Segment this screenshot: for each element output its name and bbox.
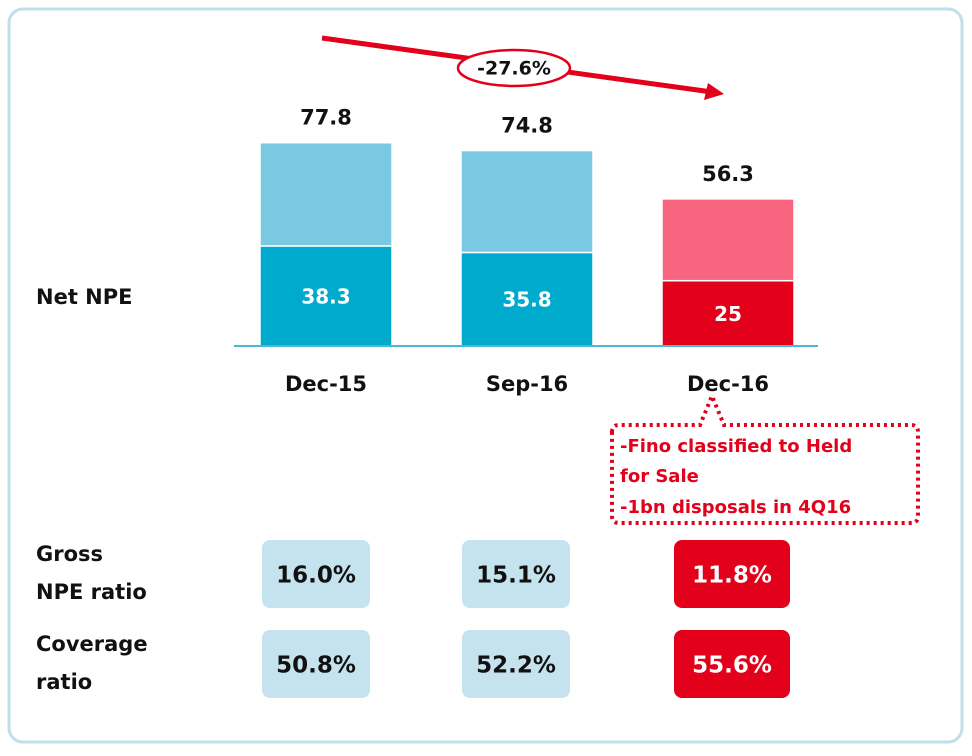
x-tick-label: Sep-16 <box>486 372 568 396</box>
ratio-value: 55.6% <box>692 653 772 679</box>
callout-text: -1bn disposals in 4Q16 <box>620 497 851 518</box>
ratio-box <box>262 540 370 608</box>
x-tick-label: Dec-16 <box>687 372 769 396</box>
bar-segment <box>259 245 393 347</box>
bar-segment <box>259 141 393 247</box>
row-label: NPE ratio <box>36 580 147 604</box>
segment-label: 35.8 <box>502 288 551 312</box>
trend-badge <box>456 48 572 88</box>
bar-segment <box>460 149 594 254</box>
x-tick-label: Dec-15 <box>285 372 367 396</box>
callout-box <box>610 390 920 525</box>
ratio-value: 52.2% <box>476 653 556 679</box>
ratio-box <box>262 630 370 698</box>
ratio-value: 11.8% <box>692 563 772 589</box>
callout-text: for Sale <box>620 466 699 487</box>
segment-label: 38.3 <box>301 284 350 308</box>
ratio-value: 50.8% <box>276 653 356 679</box>
arrow-head <box>704 83 724 100</box>
row-label: ratio <box>36 670 92 694</box>
row-label: Gross <box>36 542 103 566</box>
ratio-box <box>462 540 570 608</box>
ratio-box <box>674 540 790 608</box>
row-label: Net NPE <box>36 285 132 309</box>
row-label: Coverage <box>36 632 148 656</box>
bar-segment <box>661 198 795 282</box>
ratio-value: 15.1% <box>476 563 556 589</box>
segment-label: 25 <box>714 302 742 326</box>
ratio-box <box>462 630 570 698</box>
trend-label: -27.6% <box>477 58 551 80</box>
total-label: 56.3 <box>702 162 754 186</box>
total-label: 77.8 <box>300 106 352 130</box>
ratio-box <box>674 630 790 698</box>
ratio-value: 16.0% <box>276 563 356 589</box>
callout-text: -Fino classified to Held <box>620 436 852 457</box>
total-label: 74.8 <box>501 114 553 138</box>
